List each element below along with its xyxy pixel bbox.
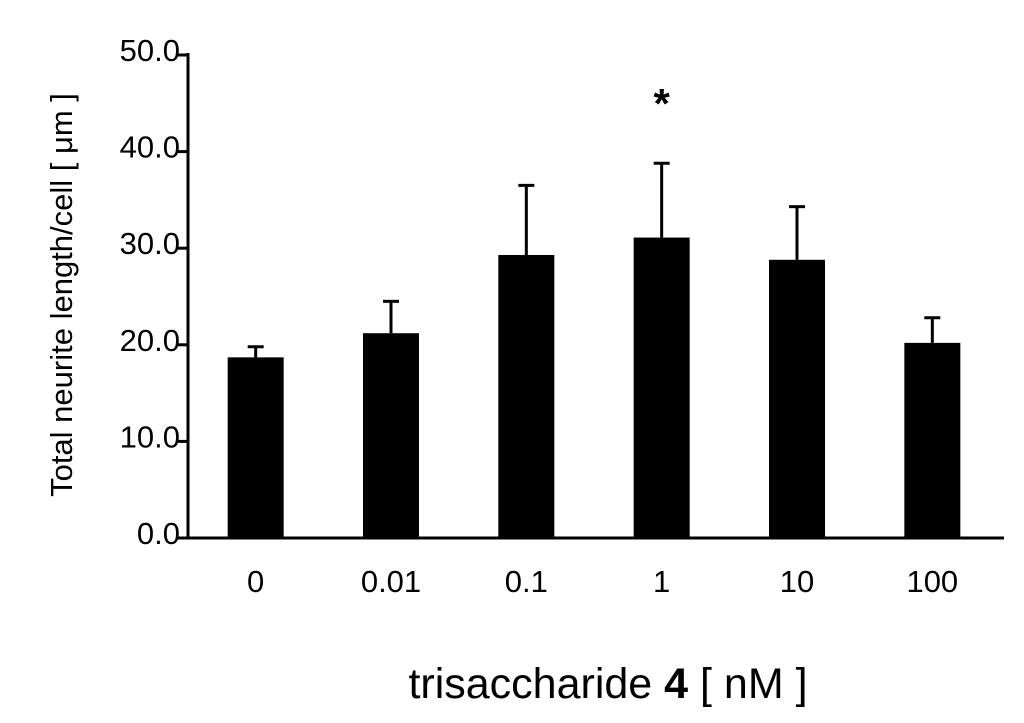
y-axis-label: Total neurite length/cell [ μm ] bbox=[44, 93, 79, 497]
bar bbox=[904, 342, 961, 538]
x-tick-label: 10 bbox=[780, 564, 814, 599]
bar bbox=[498, 254, 555, 538]
y-tick-label: 50.0 bbox=[120, 33, 180, 68]
x-axis-label-prefix: trisaccharide bbox=[408, 660, 664, 708]
y-tick-label: 40.0 bbox=[120, 130, 180, 165]
bar bbox=[363, 333, 419, 538]
bar bbox=[227, 357, 284, 538]
x-tick-label: 0 bbox=[247, 564, 264, 599]
x-axis-label-suffix: [ nM ] bbox=[688, 660, 807, 708]
x-tick-label: 100 bbox=[906, 564, 958, 599]
bar bbox=[769, 259, 825, 538]
x-tick-label: 0.01 bbox=[361, 564, 421, 599]
y-tick-label: 30.0 bbox=[120, 226, 180, 261]
x-axis-label: trisaccharide 4 [ nM ] bbox=[408, 660, 807, 708]
bar bbox=[633, 237, 690, 538]
significance-marker: * bbox=[653, 80, 670, 127]
x-tick-label: 1 bbox=[653, 564, 670, 599]
x-axis-label-bold: 4 bbox=[664, 660, 688, 708]
y-tick-label: 10.0 bbox=[120, 419, 180, 454]
y-tick-label: 20.0 bbox=[120, 323, 180, 358]
x-tick-label: 0.1 bbox=[505, 564, 548, 599]
y-tick-label: 0.0 bbox=[137, 516, 180, 551]
plot-area: 0.0 10.0 20.0 30.0 40.0 50.0 0 0.01 0.1 1 10 100 * bbox=[120, 33, 1004, 599]
